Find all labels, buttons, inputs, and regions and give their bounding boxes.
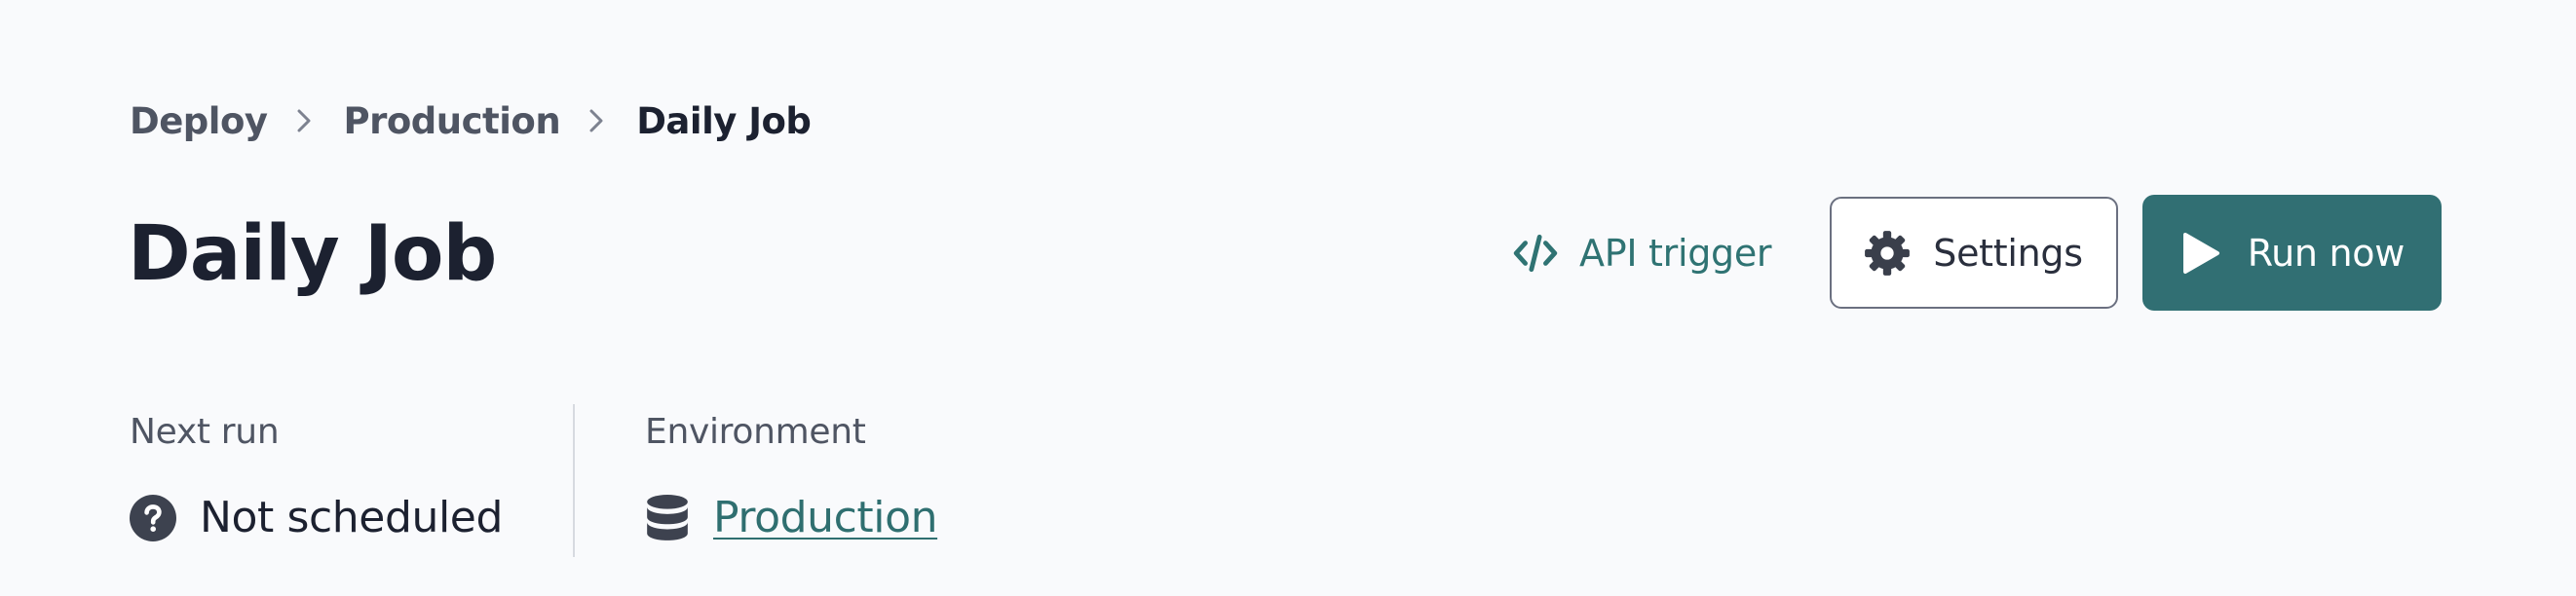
environment-label: Environment	[645, 412, 866, 452]
question-circle-icon	[130, 494, 176, 541]
settings-button[interactable]: Settings	[1830, 197, 2118, 309]
next-run-label: Next run	[130, 412, 280, 452]
chevron-right-icon	[589, 109, 603, 132]
run-now-button[interactable]: Run now	[2141, 195, 2442, 311]
breadcrumb-item-deploy[interactable]: Deploy	[130, 99, 268, 142]
api-trigger-button[interactable]: API trigger	[1511, 229, 1772, 278]
header-actions: API trigger Settings Run now	[1511, 194, 2442, 312]
breadcrumb-item-production[interactable]: Production	[343, 99, 561, 142]
breadcrumb: Deploy Production Daily Job	[130, 92, 812, 150]
next-run-value: Not scheduled	[130, 493, 503, 542]
chevron-right-icon	[297, 109, 311, 132]
api-trigger-label: API trigger	[1579, 231, 1772, 275]
job-meta: Next run Not scheduled Environment Produ…	[130, 404, 938, 557]
environment-value: Production	[645, 493, 938, 542]
next-run-text: Not scheduled	[200, 493, 503, 542]
play-icon	[2182, 232, 2219, 274]
page-title: Daily Job	[128, 210, 497, 298]
next-run-block: Next run Not scheduled	[130, 404, 575, 557]
gear-icon	[1865, 230, 1911, 276]
environment-block: Environment Production	[575, 404, 938, 557]
run-now-label: Run now	[2247, 231, 2406, 275]
environment-link[interactable]: Production	[713, 493, 938, 542]
settings-label: Settings	[1933, 231, 2083, 275]
breadcrumb-item-current: Daily Job	[636, 99, 812, 142]
code-icon	[1513, 234, 1558, 272]
database-icon	[647, 494, 688, 540]
